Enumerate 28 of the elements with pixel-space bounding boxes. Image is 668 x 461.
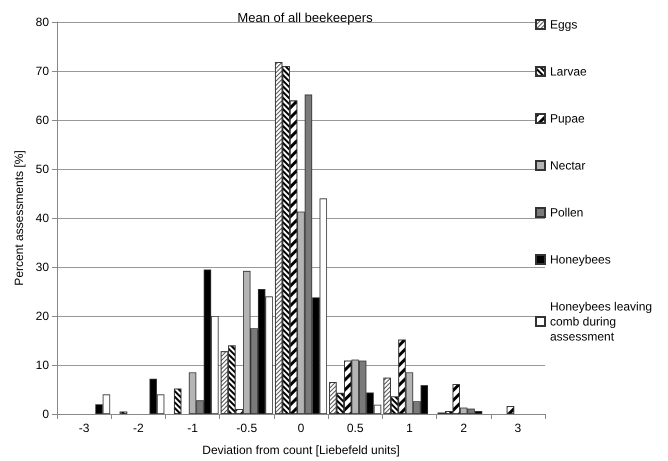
x-tick-label: -0.5 <box>236 421 258 435</box>
y-axis-title: Percent assessments [%] <box>12 150 26 286</box>
legend-label: Nectar <box>550 158 586 172</box>
legend-label: Honeybees <box>550 252 611 266</box>
y-tick-label: 40 <box>36 211 50 225</box>
y-tick-label: 20 <box>36 309 50 323</box>
x-tick-label: -2 <box>132 421 144 435</box>
legend-label: Eggs <box>550 18 578 32</box>
y-tick-label: 70 <box>36 64 50 78</box>
y-tick-label: 80 <box>36 15 50 29</box>
y-tick-label: 30 <box>36 260 50 274</box>
x-tick-label: -1 <box>187 421 198 435</box>
y-tick-label: 10 <box>36 358 50 372</box>
x-tick-label: 1 <box>406 421 414 435</box>
legend-label: Pollen <box>550 206 584 220</box>
x-tick-label: 0.5 <box>346 421 364 435</box>
x-tick-label: 3 <box>514 421 522 435</box>
legend-label: Larvae <box>550 64 588 78</box>
x-tick-label: 2 <box>460 421 468 435</box>
legend-label: Honeybees leaving comb during assessment <box>550 300 656 344</box>
y-tick-label: 60 <box>36 113 50 127</box>
y-tick-label: 0 <box>42 407 50 421</box>
x-axis-title: Deviation from count [Liebefeld units] <box>202 443 400 457</box>
chart-title: Mean of all beekeepers <box>237 10 374 25</box>
x-tick-label: -3 <box>78 421 90 435</box>
legend-label: Pupae <box>550 112 586 126</box>
x-tick-label: 0 <box>298 421 305 435</box>
y-tick-label: 50 <box>36 162 50 176</box>
